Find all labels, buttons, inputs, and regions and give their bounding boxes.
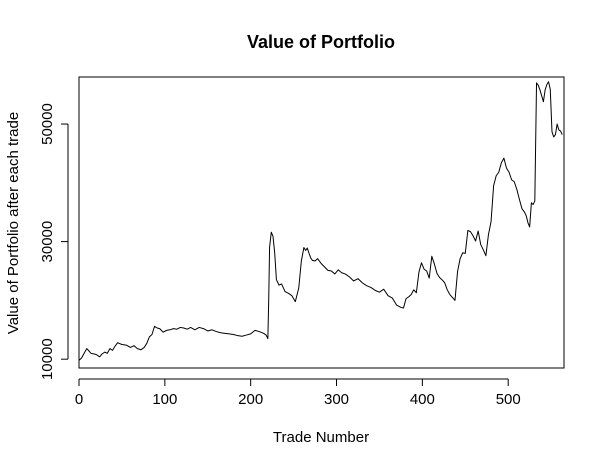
plot-frame — [78, 76, 565, 369]
x-tick-label: 100 — [152, 391, 177, 408]
chart-title: Value of Portfolio — [247, 32, 395, 52]
y-axis: 10000 30000 50000 — [39, 103, 69, 380]
plot-content — [78, 81, 563, 361]
series-line-0 — [78, 81, 563, 361]
x-tick-label: 200 — [238, 391, 263, 408]
x-tick-label: 400 — [410, 391, 435, 408]
y-axis-label: Value of Portfolio after each trade — [5, 112, 22, 334]
x-tick-label: 300 — [324, 391, 349, 408]
x-axis: 0 100 200 300 400 500 — [75, 378, 521, 408]
y-tick-label: 30000 — [39, 221, 56, 263]
y-tick-label: 50000 — [39, 103, 56, 145]
x-axis-label: Trade Number — [273, 429, 369, 446]
x-tick-label: 0 — [75, 391, 83, 408]
x-tick-label: 500 — [496, 391, 521, 408]
y-tick-label: 10000 — [39, 338, 56, 380]
